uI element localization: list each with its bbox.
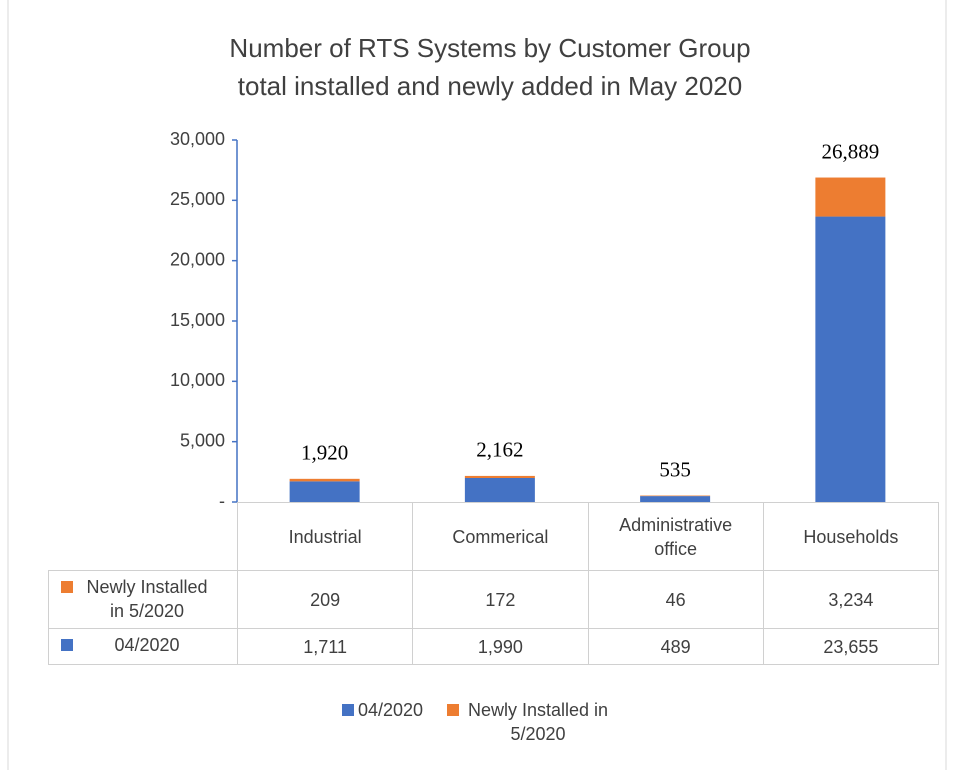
table-value: 172: [412, 570, 589, 629]
y-tick-label: 10,000: [170, 370, 225, 390]
chart-subtitle: total installed and newly added in May 2…: [238, 71, 742, 101]
bar-segment: [464, 477, 535, 502]
bar-segment: [640, 495, 711, 497]
chart-border: [7, 0, 947, 770]
legend-label: 04/2020: [357, 700, 424, 720]
legend-item: Newly Installed in 5/2020: [447, 698, 613, 746]
table-series-name: Newly Installed in 5/2020: [86, 577, 208, 621]
bar-segment: [289, 478, 360, 482]
table-value: 489: [587, 628, 764, 665]
table-value: 3,234: [762, 570, 939, 629]
legend-swatch: [61, 639, 73, 651]
table-value: 1,711: [237, 628, 414, 665]
y-tick-label: 5,000: [180, 430, 225, 450]
total-label: 26,889: [822, 139, 880, 163]
table-category: Industrial: [237, 502, 414, 571]
legend-item: 04/2020: [341, 698, 424, 746]
total-label: 1,920: [301, 441, 348, 465]
legend-label: Newly Installed in 5/2020: [468, 700, 609, 744]
bar-segment: [464, 475, 535, 478]
table-value: 46: [587, 570, 764, 629]
bar-segment: [289, 481, 360, 502]
y-tick-label: -: [219, 491, 225, 511]
total-label: 535: [659, 457, 691, 481]
table-row-header: Newly Installed in 5/2020: [48, 570, 238, 629]
table-value: 1,990: [412, 628, 589, 665]
table-value: 23,655: [762, 628, 939, 665]
table-row-header: 04/2020: [48, 628, 238, 665]
total-label: 2,162: [476, 438, 523, 462]
table-value: 209: [237, 570, 414, 629]
legend-swatch: [341, 704, 354, 716]
table-category: Commerical: [412, 502, 589, 571]
table-category: Households: [762, 502, 939, 571]
bar-segment: [640, 496, 711, 502]
table-category: Administrative office: [587, 502, 764, 571]
bar-segment: [815, 216, 886, 503]
legend-swatch: [447, 704, 460, 716]
y-tick-label: 15,000: [170, 310, 225, 330]
legend: 04/2020 Newly Installed in 5/2020: [0, 698, 955, 746]
y-tick-label: 20,000: [170, 249, 225, 269]
chart-title: Number of RTS Systems by Customer Group: [229, 33, 750, 63]
bar-segment: [815, 177, 886, 217]
y-tick-label: 30,000: [170, 129, 225, 149]
legend-swatch: [61, 581, 73, 593]
y-tick-label: 25,000: [170, 189, 225, 209]
table-series-name: 04/2020: [114, 635, 180, 655]
